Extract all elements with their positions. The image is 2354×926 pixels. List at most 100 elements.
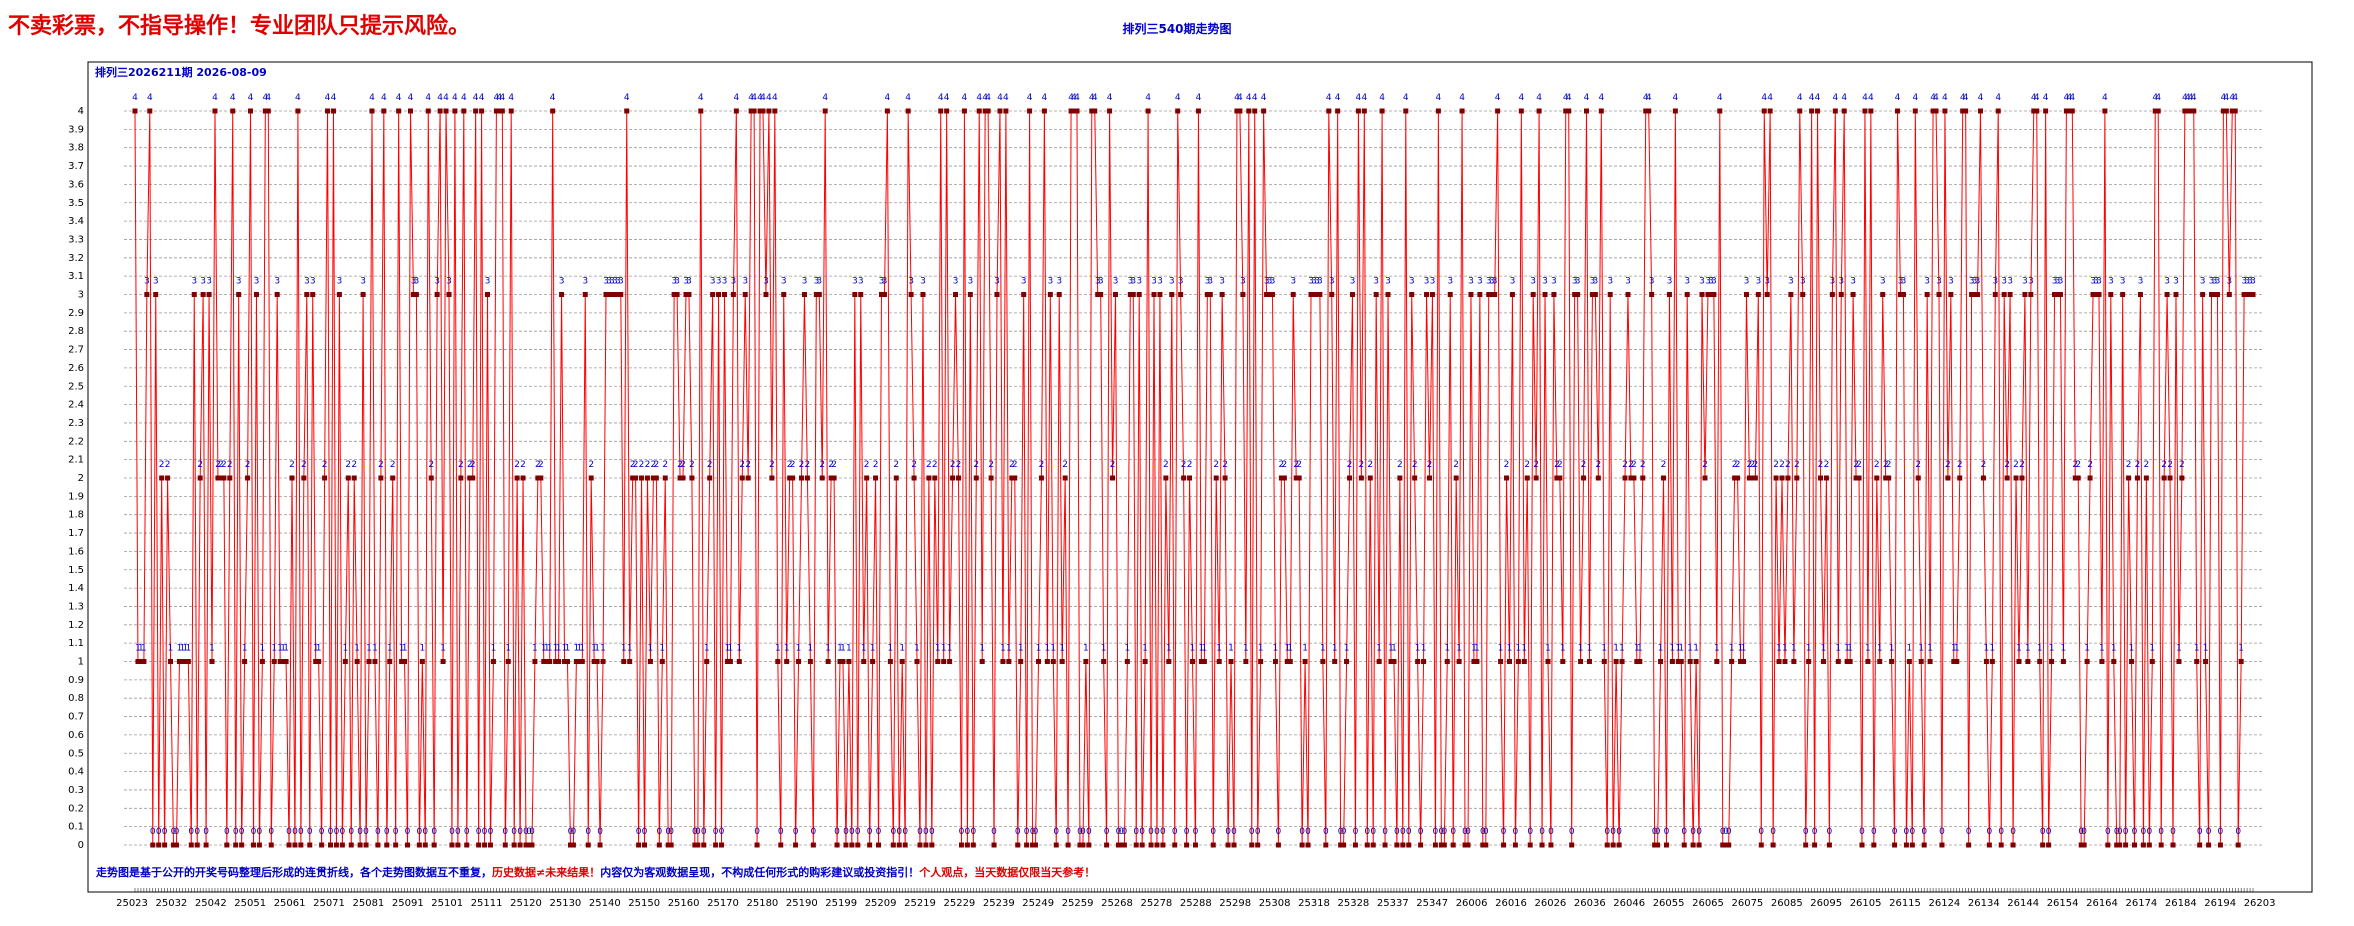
data-label: 1 (2084, 644, 2090, 654)
data-label: 4 (1584, 93, 1590, 103)
data-point (840, 659, 846, 664)
data-point (2176, 659, 2182, 664)
data-point (831, 475, 837, 481)
data-point (508, 108, 514, 114)
data-label: 3 (2022, 277, 2028, 287)
data-label: 0 (959, 827, 965, 837)
data-point (1281, 475, 1287, 481)
data-point (310, 292, 316, 297)
data-point (944, 108, 950, 114)
data-label: 0 (203, 827, 209, 837)
x-tick-label: 26075 (1731, 898, 1763, 909)
data-point (1595, 475, 1601, 481)
data-point (1492, 292, 1498, 297)
data-label: 1 (1675, 644, 1681, 654)
data-point (1296, 475, 1302, 481)
data-label: 1 (1083, 644, 1089, 654)
data-label: 0 (1033, 827, 1039, 837)
data-label: 3 (2209, 277, 2215, 287)
data-point (1548, 842, 1554, 848)
data-point (1231, 842, 1237, 848)
data-label: 2 (428, 460, 434, 470)
data-point (1130, 292, 1136, 297)
data-label: 4 (1832, 93, 1838, 103)
data-label: 0 (1053, 827, 1059, 837)
x-tick-label: 26105 (1850, 898, 1882, 909)
data-label: 1 (2111, 644, 2117, 654)
data-point (319, 842, 325, 848)
data-label: 0 (1441, 827, 1447, 837)
data-label: 1 (1415, 644, 1421, 654)
y-tick-label: 1 (78, 657, 84, 668)
data-point (1347, 475, 1353, 481)
data-point (1672, 108, 1678, 114)
data-label: 3 (1699, 277, 1705, 287)
data-label: 2 (745, 460, 751, 470)
data-label: 0 (162, 827, 168, 837)
data-label: 1 (1693, 644, 1699, 654)
data-label: 1 (1984, 644, 1990, 654)
data-point (1773, 475, 1779, 481)
data-label: 0 (2040, 827, 2046, 837)
data-point (1785, 475, 1791, 481)
data-point (2203, 659, 2209, 664)
data-point (1649, 292, 1655, 297)
data-point (1539, 842, 1545, 848)
data-label: 3 (2096, 277, 2102, 287)
data-label: 1 (1332, 644, 1338, 654)
data-label: 0 (1400, 827, 1406, 837)
data-point (627, 659, 633, 664)
x-tick-label: 26124 (1928, 898, 1960, 909)
x-tick-label: 25091 (392, 898, 424, 909)
data-point (582, 292, 588, 297)
data-point (2241, 292, 2247, 297)
data-point (1752, 475, 1758, 481)
data-point (1791, 659, 1797, 664)
data-point (289, 475, 295, 481)
data-label: 4 (1672, 93, 1678, 103)
data-label: 2 (653, 460, 659, 470)
data-label: 1 (870, 644, 876, 654)
data-label: 4 (1246, 93, 1252, 103)
data-label: 0 (890, 827, 896, 837)
data-label: 2 (689, 460, 695, 470)
data-point (917, 842, 923, 848)
data-point (639, 475, 645, 481)
data-label: 0 (1077, 827, 1083, 837)
data-point (876, 842, 882, 848)
data-point (573, 659, 579, 664)
data-point (644, 475, 650, 481)
data-label: 3 (559, 277, 565, 287)
data-label: 2 (1533, 460, 1539, 470)
data-point (2170, 842, 2176, 848)
data-label: 1 (313, 644, 319, 654)
data-point (502, 842, 508, 848)
data-point (1160, 842, 1166, 848)
data-point (1954, 659, 1960, 664)
data-point (600, 659, 606, 664)
data-label: 0 (1370, 827, 1376, 837)
data-point (1589, 292, 1595, 297)
data-point (1806, 659, 1812, 664)
data-label: 1 (180, 644, 186, 654)
data-label: 3 (2247, 277, 2253, 287)
data-label: 0 (1681, 827, 1687, 837)
data-label: 2 (520, 460, 526, 470)
y-tick-label: 3 (78, 290, 84, 301)
data-point (671, 292, 677, 297)
data-point (399, 659, 405, 664)
data-label: 0 (2146, 827, 2152, 837)
data-point (1906, 659, 1912, 664)
data-label: 2 (588, 460, 594, 470)
data-label: 1 (2176, 644, 2182, 654)
data-point (1681, 842, 1687, 848)
data-point (1969, 292, 1975, 297)
data-point (2052, 292, 2058, 297)
data-label: 2 (864, 460, 870, 470)
data-label: 3 (1667, 277, 1673, 287)
data-point (559, 292, 565, 297)
data-label: 2 (351, 460, 357, 470)
data-point (766, 108, 772, 114)
data-label: 3 (1424, 277, 1430, 287)
data-point (553, 659, 559, 664)
